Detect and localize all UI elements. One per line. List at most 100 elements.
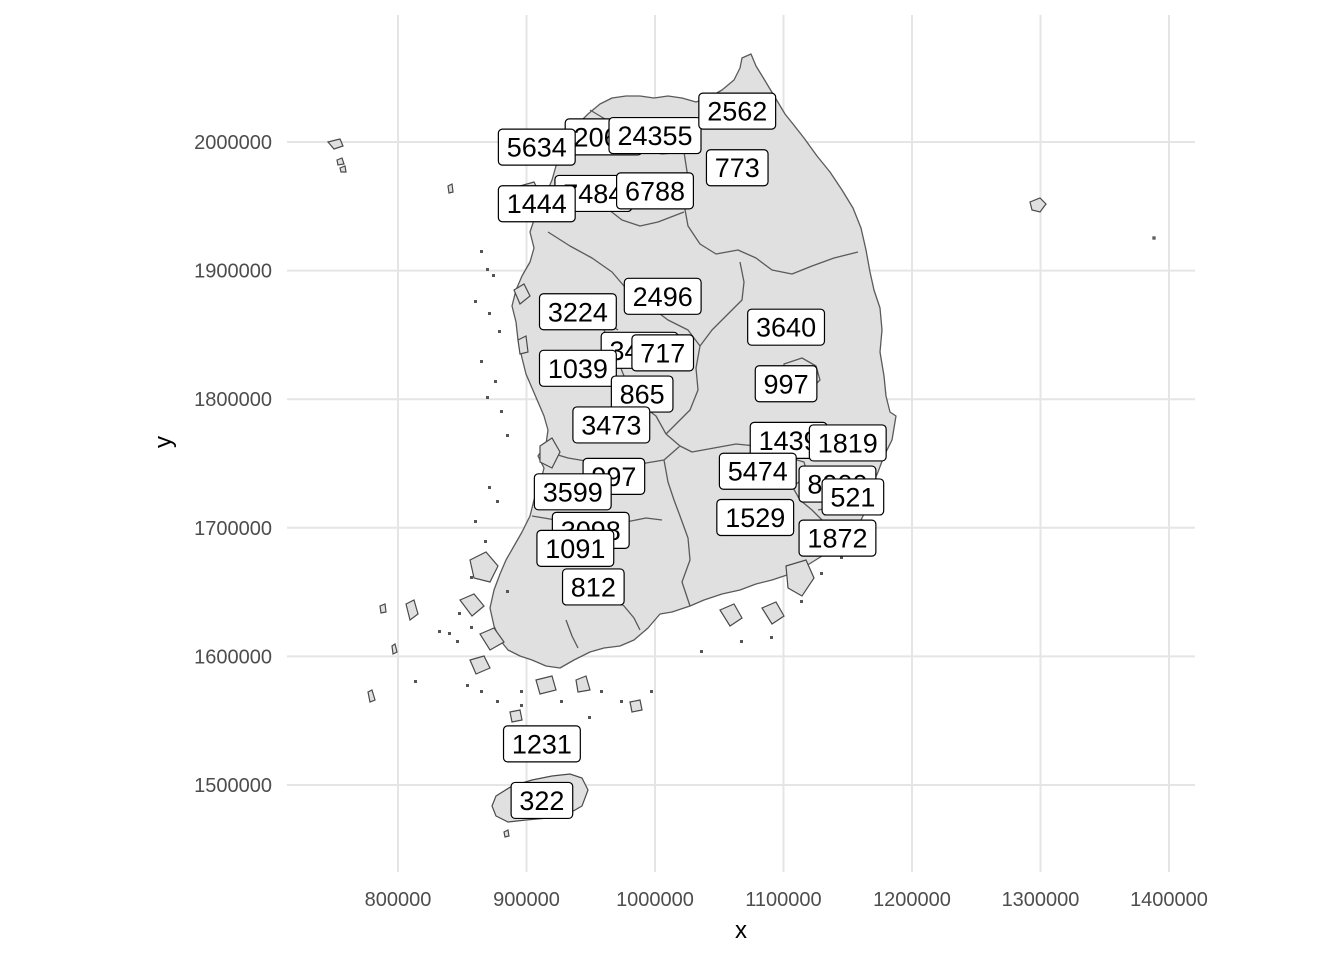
value-label: 1819 <box>808 424 887 462</box>
islet-speck <box>486 396 489 399</box>
islet-speck <box>488 312 491 315</box>
y-tick-label: 1600000 <box>194 646 272 668</box>
island-south-3 <box>479 627 505 651</box>
island-south-1 <box>469 551 499 583</box>
islet-speck <box>700 650 703 653</box>
value-label-text: 1872 <box>807 524 867 554</box>
x-tick-label: 1300000 <box>1002 889 1080 911</box>
island-south-8 <box>719 603 743 627</box>
island-south-2 <box>459 593 485 617</box>
value-label-box <box>502 725 581 763</box>
value-label-box <box>705 149 769 187</box>
islet-speck <box>494 380 497 383</box>
island-west-5 <box>513 283 531 305</box>
islet-speck <box>506 590 509 593</box>
x-tick-label: 900000 <box>493 889 560 911</box>
y-tick-label: 1700000 <box>194 518 272 540</box>
x-tick-label: 800000 <box>365 889 432 911</box>
value-label-box <box>497 128 576 166</box>
value-label-box <box>533 473 612 511</box>
value-label-text: 5474 <box>728 457 788 487</box>
x-tick-label: 1400000 <box>1130 889 1208 911</box>
value-label-text: 3224 <box>548 297 608 327</box>
value-label: 2562 <box>698 92 777 130</box>
islet-speck <box>500 410 503 413</box>
islet-speck <box>456 640 459 643</box>
value-label-text: 3599 <box>543 477 603 507</box>
value-label-text: 812 <box>571 572 616 602</box>
island-sw-2 <box>405 599 419 622</box>
x-axis-title: x <box>735 917 747 944</box>
value-label: 6788 <box>615 172 694 210</box>
island-ulleung <box>1029 197 1047 213</box>
islet-speck <box>492 274 495 277</box>
value-label: 3640 <box>747 308 826 346</box>
island-geoje <box>785 559 815 597</box>
island-mara <box>503 829 510 838</box>
value-label-text: 1444 <box>507 189 567 219</box>
value-label-text: 1039 <box>548 354 608 384</box>
island-south-9 <box>761 601 785 625</box>
islet-speck <box>438 630 441 633</box>
value-label: 521 <box>821 478 885 516</box>
islet-speck <box>488 486 491 489</box>
island-south-5 <box>535 675 557 695</box>
value-label: 2496 <box>623 277 702 315</box>
island-sw-3 <box>391 643 398 655</box>
value-label-text: 24355 <box>617 121 692 151</box>
island-south-4 <box>469 655 491 675</box>
value-label-text: 5634 <box>507 133 567 163</box>
islet-speck <box>474 300 477 303</box>
islet-speck <box>840 556 843 559</box>
value-label: 1444 <box>497 185 576 223</box>
islet-speck <box>740 640 743 643</box>
value-label: 1039 <box>538 349 617 387</box>
islet-speck <box>496 700 499 703</box>
value-label-box <box>510 781 574 820</box>
value-label-text: 1529 <box>725 503 785 533</box>
value-label: 812 <box>561 568 625 606</box>
value-label-box <box>716 498 795 537</box>
islet-speck <box>520 704 523 707</box>
islet-speck <box>600 690 603 693</box>
value-label-text: 717 <box>640 338 685 368</box>
islet-speck <box>414 680 417 683</box>
islet-speck <box>480 250 483 253</box>
island-sw-4 <box>367 689 376 703</box>
value-label-text: 1439 <box>759 426 819 456</box>
value-label: 865 <box>610 375 674 413</box>
value-label-box <box>631 334 695 372</box>
island-south-7 <box>629 699 643 713</box>
y-tick-label: 1800000 <box>194 389 272 411</box>
islet-speck <box>588 716 591 719</box>
value-label-box <box>698 92 777 130</box>
value-label: 3224 <box>538 293 617 331</box>
value-label-box <box>615 172 694 210</box>
small-islets <box>414 250 863 719</box>
islet-speck <box>800 600 803 603</box>
value-label: 1231 <box>502 725 581 763</box>
value-label-text: 865 <box>620 380 665 410</box>
value-label-text: 3640 <box>756 313 816 343</box>
value-label-text: 1091 <box>545 534 605 564</box>
value-label: 3473 <box>572 406 651 444</box>
islet-speck <box>480 690 483 693</box>
axes: 800000 900000 1000000 1100000 1200000 1300000… <box>194 132 1208 911</box>
value-label-box <box>497 185 576 223</box>
value-label: 322 <box>510 781 574 820</box>
value-label-text: 322 <box>519 786 564 816</box>
islet-speck <box>474 520 477 523</box>
value-label-text: 997 <box>764 369 809 399</box>
value-label-text: 773 <box>715 153 760 183</box>
value-label-text: 1819 <box>818 428 878 458</box>
islet-speck <box>486 268 489 271</box>
value-label-box <box>821 478 885 516</box>
value-label: 5474 <box>718 452 797 490</box>
value-label-box <box>718 452 797 490</box>
x-tick-label: 1100000 <box>745 889 821 911</box>
value-label-text: 2562 <box>707 97 767 127</box>
y-tick-label: 1900000 <box>194 261 272 283</box>
value-label: 773 <box>705 149 769 187</box>
